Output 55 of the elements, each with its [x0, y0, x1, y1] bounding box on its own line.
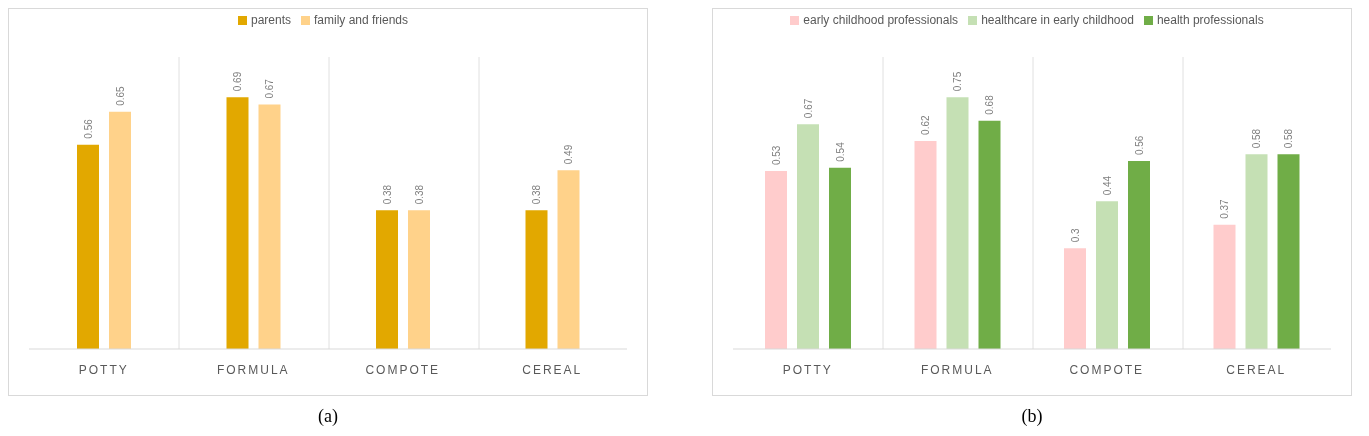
x-tick-label: POTTY: [78, 362, 129, 377]
data-label: 0.68: [984, 94, 996, 115]
data-label: 0.3: [1070, 227, 1081, 243]
bar: [765, 171, 787, 349]
bar: [1064, 248, 1086, 349]
legend-label: early childhood professionals: [803, 13, 959, 27]
data-label: 0.49: [563, 144, 575, 165]
bar: [1096, 201, 1118, 349]
bar: [77, 144, 99, 349]
data-label: 0.54: [835, 141, 846, 162]
bar: [525, 210, 548, 349]
data-label: 0.38: [414, 184, 425, 205]
bar: [258, 104, 281, 349]
data-label: 0.69: [232, 71, 244, 92]
data-label: 0.67: [803, 98, 814, 119]
x-tick-label: CEREAL: [522, 362, 583, 377]
data-label: 0.58: [1283, 128, 1295, 149]
bar: [109, 111, 131, 349]
bar: [1277, 154, 1300, 349]
bar: [557, 170, 580, 349]
x-tick-label: COMPOTE: [365, 362, 441, 377]
bar: [978, 120, 1001, 349]
x-tick-label: POTTY: [782, 362, 833, 377]
legend-label: healthcare in early childhood: [981, 13, 1134, 27]
x-tick-label: COMPOTE: [1069, 362, 1145, 377]
x-tick-label: CEREAL: [1226, 362, 1287, 377]
data-label: 0.62: [920, 115, 932, 135]
data-label: 0.65: [115, 85, 126, 106]
bar: [797, 124, 819, 349]
data-label: 0.38: [382, 184, 393, 205]
bar: [376, 210, 398, 349]
legend-label: health professionals: [1156, 13, 1264, 27]
data-label: 0.53: [771, 145, 782, 166]
bar: [914, 140, 937, 349]
data-label: 0.56: [83, 118, 94, 139]
data-label: 0.44: [1102, 175, 1113, 196]
bar: [1128, 161, 1150, 349]
bar: [1245, 154, 1268, 349]
text: (b): [1020, 406, 1044, 427]
bar: [408, 210, 430, 349]
bar: [1213, 224, 1236, 349]
data-label: 0.75: [952, 71, 964, 92]
bar: [226, 97, 249, 349]
data-label: 0.56: [1134, 135, 1145, 156]
legend-label: parents: [250, 13, 291, 27]
bar: [946, 97, 969, 349]
legend-label: family and friends: [313, 13, 409, 27]
text: (a): [317, 406, 339, 427]
x-tick-label: FORMULA: [216, 362, 290, 377]
data-label: 0.37: [1219, 198, 1231, 219]
data-label: 0.67: [264, 78, 276, 99]
x-tick-label: FORMULA: [920, 362, 994, 377]
data-label: 0.58: [1251, 128, 1263, 149]
bar: [829, 167, 851, 349]
data-label: 0.38: [531, 184, 543, 205]
